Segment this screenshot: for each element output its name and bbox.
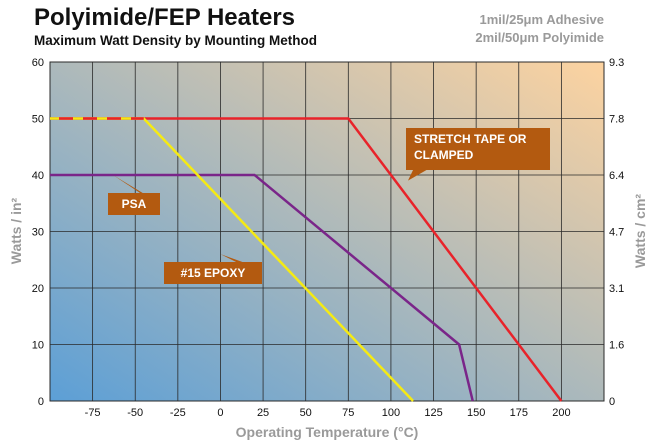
y2-tick-label: 6.4	[609, 170, 624, 182]
x-tick-label: 25	[257, 407, 269, 419]
series-label: #15 EPOXY	[181, 266, 246, 280]
callout-box	[406, 128, 550, 170]
x-tick-label: 125	[424, 407, 442, 419]
y2-tick-label: 0	[609, 396, 615, 408]
y2-tick-label: 1.6	[609, 340, 624, 352]
y-tick-label: 30	[32, 227, 44, 239]
series-label: STRETCH TAPE OR	[414, 132, 527, 146]
x-tick-label: 0	[217, 407, 223, 419]
y2-tick-label: 9.3	[609, 57, 624, 69]
y-tick-label: 0	[38, 396, 44, 408]
chart-subtitle: Maximum Watt Density by Mounting Method	[34, 33, 317, 48]
callout-psa: PSA	[108, 175, 160, 215]
y-tick-label: 50	[32, 114, 44, 126]
y2-tick-label: 3.1	[609, 283, 624, 295]
x-tick-label: 175	[510, 407, 528, 419]
x-tick-label: 100	[382, 407, 400, 419]
y-tick-label: 20	[32, 283, 44, 295]
x-tick-label: 50	[300, 407, 312, 419]
series-line-psa	[50, 173, 474, 402]
callout-box	[164, 262, 262, 284]
series-label: PSA	[122, 197, 147, 211]
spec-adhesive: 1mil/25μm Adhesive	[479, 12, 604, 27]
series-line-stretch-tape-or-clamped	[50, 117, 563, 402]
y2-tick-label: 4.7	[609, 227, 624, 239]
callout-stretch-tape-or-clamped: STRETCH TAPE OR CLAMPED	[406, 128, 550, 181]
y-axis-title-right: Watts / cm²	[632, 194, 648, 268]
y-tick-label: 10	[32, 340, 44, 352]
series-label: CLAMPED	[414, 148, 474, 162]
plot-area-border	[49, 61, 605, 402]
x-tick-label: 75	[342, 407, 354, 419]
x-tick-label: -50	[127, 407, 143, 419]
x-tick-label: -25	[170, 407, 186, 419]
callout-15-epoxy: #15 EPOXY	[164, 254, 262, 284]
x-tick-label: -75	[85, 407, 101, 419]
y-axis-title-left: Watts / in²	[8, 197, 24, 264]
callout-box	[108, 193, 160, 215]
y-tick-label: 40	[32, 170, 44, 182]
spec-polyimide: 2mil/50μm Polyimide	[475, 30, 604, 45]
x-tick-label: 200	[552, 407, 570, 419]
chart-title: Polyimide/FEP Heaters	[34, 4, 295, 31]
x-axis-title: Operating Temperature (°C)	[236, 424, 419, 440]
y2-tick-label: 7.8	[609, 114, 624, 126]
y-tick-label: 60	[32, 57, 44, 69]
x-tick-label: 150	[467, 407, 485, 419]
callout-pointer	[407, 168, 430, 181]
